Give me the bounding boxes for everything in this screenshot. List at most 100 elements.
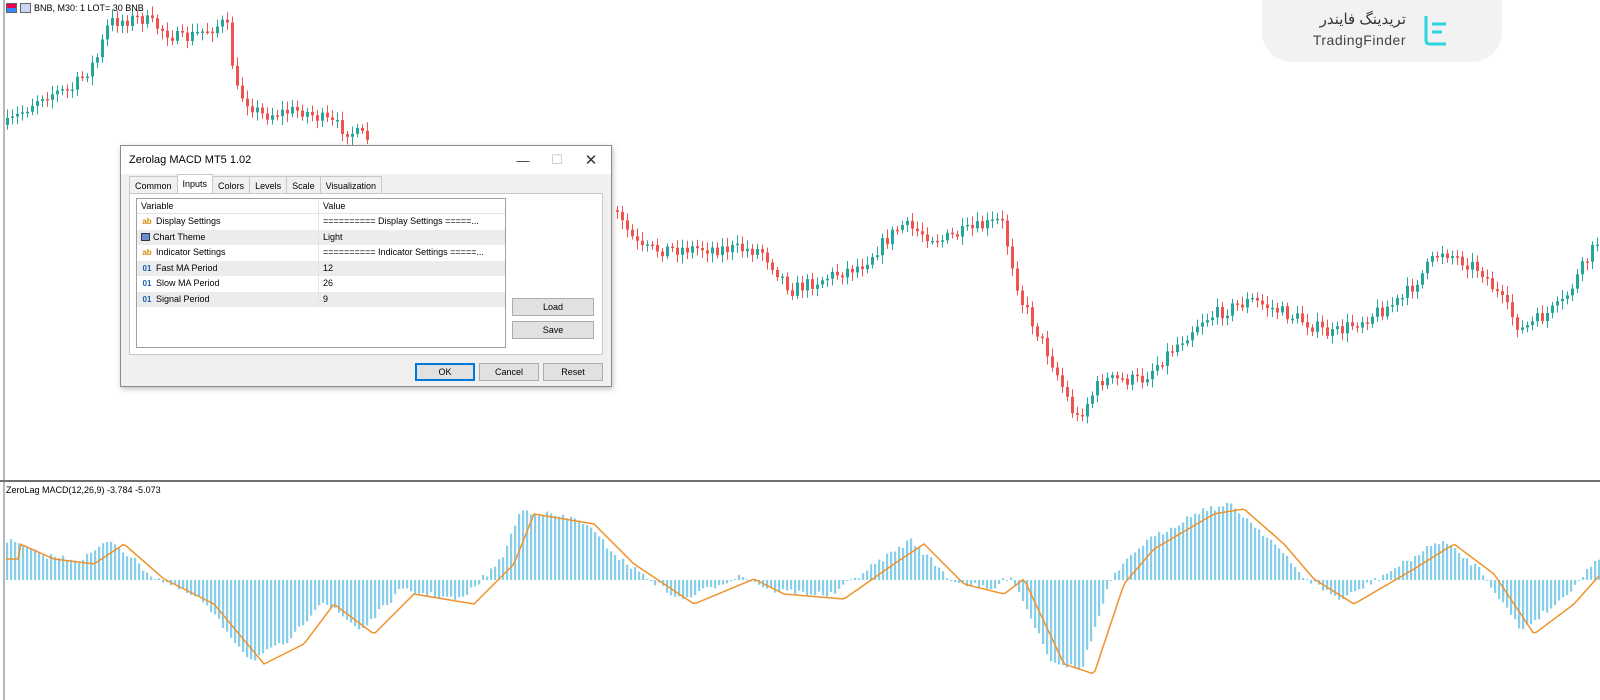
macd-histogram-bar	[1010, 577, 1013, 580]
macd-histogram-bar	[590, 527, 593, 580]
candle-body	[1586, 261, 1589, 263]
macd-histogram-bar	[98, 546, 101, 580]
macd-histogram-bar	[978, 580, 981, 588]
input-row[interactable]: 01 Slow MA Period 26	[137, 276, 505, 292]
variable-cell: ab Display Settings	[137, 214, 319, 230]
macd-histogram-bar	[862, 573, 865, 580]
candle-body	[931, 240, 934, 243]
macd-histogram-bar	[478, 580, 481, 585]
input-row[interactable]: Chart Theme Light	[137, 229, 505, 245]
dialog-titlebar[interactable]: Zerolag MACD MT5 1.02 — ☐ ✕	[121, 146, 611, 174]
macd-histogram-bar	[210, 580, 213, 613]
candle-body	[106, 25, 109, 40]
candle-body	[1226, 315, 1229, 319]
input-row[interactable]: 01 Signal Period 9	[137, 291, 505, 307]
macd-histogram-bar	[1058, 580, 1061, 665]
macd-histogram-bar	[454, 580, 457, 600]
candle-body	[1276, 307, 1279, 313]
tab-visualization[interactable]: Visualization	[319, 176, 382, 195]
variable-cell: 01 Slow MA Period	[137, 276, 319, 292]
input-row[interactable]: ab Indicator Settings ========== Indicator…	[137, 245, 505, 261]
macd-histogram-bar	[186, 580, 189, 594]
value-cell[interactable]: 26	[323, 278, 334, 288]
macd-histogram-bar	[482, 575, 485, 580]
close-icon[interactable]: ✕	[584, 152, 598, 169]
macd-histogram-bar	[1242, 517, 1245, 580]
macd-histogram-bar	[54, 556, 57, 580]
candle-body	[901, 225, 904, 230]
candle-body	[151, 15, 154, 19]
reset-button[interactable]: Reset	[543, 363, 603, 381]
value-cell[interactable]: ========== Display Settings =====...	[323, 216, 479, 226]
variable-cell: Chart Theme	[137, 229, 319, 245]
candle-body	[1231, 303, 1234, 316]
candle-body	[1411, 285, 1414, 292]
save-button[interactable]: Save	[512, 321, 594, 339]
inputs-grid[interactable]: Variable Value ab Display Settings =======…	[136, 198, 506, 348]
tab-inputs[interactable]: Inputs	[176, 174, 214, 195]
candle-body	[831, 271, 834, 279]
chart-window-icon[interactable]	[20, 3, 31, 13]
macd-histogram-bar	[46, 558, 49, 580]
candle-body	[361, 127, 364, 131]
macd-histogram-bar	[622, 558, 625, 580]
input-row[interactable]: ab Display Settings ========== Display Set…	[137, 214, 505, 230]
ok-button[interactable]: OK	[415, 363, 475, 381]
macd-histogram-bar	[702, 580, 705, 589]
macd-histogram-bar	[1094, 580, 1097, 627]
chart-type-icon[interactable]	[6, 3, 17, 13]
macd-histogram-bar	[1214, 510, 1217, 580]
candle-body	[286, 109, 289, 114]
value-cell[interactable]: ========== Indicator Settings =====...	[323, 247, 484, 257]
macd-histogram-bar	[214, 580, 217, 615]
macd-histogram-bar	[1498, 580, 1501, 600]
candle-body	[271, 115, 274, 120]
candle-body	[1551, 305, 1554, 313]
logo-text-en: TradingFinder	[1312, 32, 1406, 48]
candle-body	[41, 99, 44, 102]
macd-histogram-bar	[594, 532, 597, 580]
macd-histogram-bar	[86, 553, 89, 580]
candle-body	[251, 106, 254, 113]
macd-histogram-bar	[414, 580, 417, 594]
input-row[interactable]: 01 Fast MA Period 12	[137, 260, 505, 276]
macd-histogram-bar	[638, 571, 641, 580]
macd-histogram-bar	[746, 579, 749, 581]
macd-histogram-bar	[254, 580, 257, 661]
candle-body	[331, 117, 334, 121]
candle-body	[326, 112, 329, 118]
macd-histogram-bar	[1454, 548, 1457, 580]
macd-histogram-bar	[570, 516, 573, 580]
candle-body	[1266, 304, 1269, 309]
candle-body	[186, 32, 189, 41]
macd-histogram-bar	[494, 566, 497, 580]
macd-histogram-bar	[886, 553, 889, 580]
candle-body	[241, 85, 244, 99]
candle-body	[1596, 244, 1599, 247]
candle-body	[726, 246, 729, 253]
macd-histogram-bar	[734, 578, 737, 580]
tradingfinder-logo: تریدینگ فایندر TradingFinder	[1262, 0, 1502, 62]
candle-body	[751, 248, 754, 255]
candle-body	[1431, 255, 1434, 262]
macd-histogram-bar	[194, 580, 197, 597]
macd-histogram-bar	[158, 578, 161, 580]
candle-body	[216, 26, 219, 34]
candle-body	[986, 220, 989, 229]
minimize-icon[interactable]: —	[516, 152, 530, 168]
macd-histogram-bar	[94, 550, 97, 580]
value-cell[interactable]: Light	[323, 231, 343, 242]
candle-body	[141, 16, 144, 24]
macd-histogram-bar	[246, 580, 249, 658]
candle-body	[771, 262, 774, 270]
value-cell[interactable]: 9	[323, 293, 329, 304]
value-cell[interactable]: 12	[323, 262, 334, 273]
macd-histogram-bar	[1198, 514, 1201, 580]
macd-histogram-bar	[722, 580, 725, 585]
candle-body	[1091, 395, 1094, 404]
cancel-button[interactable]: Cancel	[479, 363, 539, 381]
candle-body	[1336, 326, 1339, 330]
load-button[interactable]: Load	[512, 298, 594, 316]
